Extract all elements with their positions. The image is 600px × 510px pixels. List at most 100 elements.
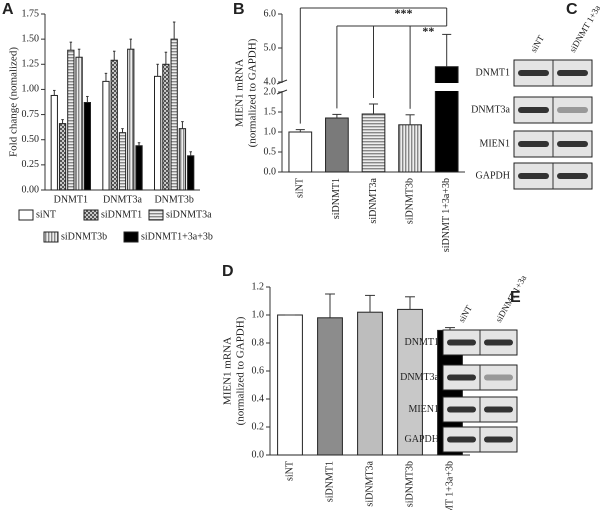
x-tick-label: siDNMT 1+3a+3b xyxy=(441,178,452,252)
x-tick-label: siNT xyxy=(295,178,306,198)
legend-swatch xyxy=(148,209,164,221)
y-tick-label: 0.6 xyxy=(252,365,265,376)
y-tick-label: 0.8 xyxy=(252,337,265,348)
bar xyxy=(187,155,195,191)
x-tick-label: siDNMT1 xyxy=(331,178,342,219)
bar xyxy=(135,145,143,191)
row-label: DNMT3a xyxy=(471,104,510,115)
bar xyxy=(361,113,386,173)
legend-swatch xyxy=(83,209,99,221)
bar xyxy=(67,49,75,191)
row-label: GAPDH xyxy=(405,434,439,445)
y-tick-label: 1.0 xyxy=(252,309,265,320)
band xyxy=(447,374,476,381)
bar xyxy=(317,317,343,456)
legend-swatch xyxy=(18,209,34,221)
panel-letter: B xyxy=(233,1,245,18)
y-tick-label: 4.0 xyxy=(264,76,277,87)
band xyxy=(484,406,513,413)
y-axis-label: (normalized to GAPDH) xyxy=(247,38,259,147)
band xyxy=(484,436,513,443)
bar xyxy=(325,117,349,173)
x-tick-label: siNT xyxy=(284,461,295,481)
row-label: DNMT1 xyxy=(476,67,510,78)
y-tick-label: 1.2 xyxy=(252,281,265,292)
bar xyxy=(154,75,162,191)
band xyxy=(447,436,476,443)
x-tick-label: DNMT3b xyxy=(154,194,193,205)
band xyxy=(484,339,513,346)
band xyxy=(557,70,588,76)
y-tick-label: 0.25 xyxy=(22,159,40,170)
row-label: DNMT3a xyxy=(400,372,439,383)
break-mark xyxy=(276,79,288,85)
bar xyxy=(75,56,83,191)
bar xyxy=(50,94,58,191)
row-label: MIEN1 xyxy=(408,404,439,415)
legend-label: siDNMT3a xyxy=(166,209,212,220)
panel-letter: A xyxy=(2,1,14,18)
bar xyxy=(170,38,178,191)
band xyxy=(557,173,588,179)
bar xyxy=(58,123,67,191)
x-tick-label: DNMT1 xyxy=(54,194,88,205)
panel-letter: D xyxy=(222,263,234,280)
legend-label: siDNMT3b xyxy=(61,231,107,242)
band xyxy=(518,70,549,76)
y-tick-label: 1.0 xyxy=(264,126,277,137)
bar xyxy=(102,80,110,191)
row-label: GAPDH xyxy=(476,170,510,181)
band xyxy=(518,141,549,147)
bar xyxy=(178,128,187,191)
bar xyxy=(434,66,459,173)
lane-label: siNT xyxy=(456,303,474,324)
x-tick-label: siDNMT3b xyxy=(404,461,415,507)
x-tick-label: siDNMT3b xyxy=(404,178,415,224)
lane-label: siDNMT 1+3a xyxy=(493,273,528,324)
panel-letter: E xyxy=(510,289,521,306)
y-tick-label: 0.0 xyxy=(264,166,277,177)
y-tick-label: 0.4 xyxy=(252,393,265,404)
bar xyxy=(397,308,423,456)
y-tick-label: 0.2 xyxy=(252,421,265,432)
y-tick-label: 1.50 xyxy=(22,33,40,44)
legend-label: siDNMT1+3a+3b xyxy=(141,231,213,242)
y-tick-label: 0.5 xyxy=(264,146,277,157)
x-tick-label: siDNMT 1+3a+3b xyxy=(444,461,455,510)
axis-break xyxy=(276,83,467,91)
y-axis-label: Fold change (nomalized) xyxy=(8,47,20,157)
x-tick-label: siDNMT3a xyxy=(368,177,379,223)
y-tick-label: 1.25 xyxy=(22,59,40,70)
bar xyxy=(118,132,127,191)
x-tick-label: siDNMT3a xyxy=(364,460,375,506)
lane-label: siNT xyxy=(528,33,546,54)
bar xyxy=(288,131,313,173)
bar xyxy=(127,48,135,191)
y-tick-label: 0.75 xyxy=(22,109,40,120)
x-tick-label: DNMT3a xyxy=(103,194,142,205)
bar xyxy=(398,124,422,173)
y-tick-label: 5.0 xyxy=(264,42,277,53)
y-tick-label: 1.5 xyxy=(264,106,277,117)
bar xyxy=(357,311,383,456)
band xyxy=(557,141,588,147)
bar xyxy=(162,63,170,191)
legend-label: siNT xyxy=(36,209,56,220)
bar xyxy=(277,314,303,456)
x-tick-label: siDNMT1 xyxy=(324,461,335,502)
row-label: DNMT1 xyxy=(405,337,439,348)
band xyxy=(447,406,476,413)
band xyxy=(557,107,588,113)
annotation: ** xyxy=(422,24,434,38)
row-label: MIEN1 xyxy=(479,138,510,149)
y-axis-label: (normalized to GAPDH) xyxy=(235,316,247,425)
y-tick-label: 1.75 xyxy=(22,8,40,19)
band xyxy=(447,339,476,346)
y-tick-label: 1.00 xyxy=(22,84,40,95)
y-axis-label: MIEN1 mRNA xyxy=(234,59,246,127)
legend-swatch xyxy=(123,231,139,243)
panel-letter: C xyxy=(566,1,578,18)
y-axis-label: MIEN1 mRNA xyxy=(222,337,234,405)
legend-label: siDNMT1 xyxy=(101,209,142,220)
bar xyxy=(83,102,91,191)
